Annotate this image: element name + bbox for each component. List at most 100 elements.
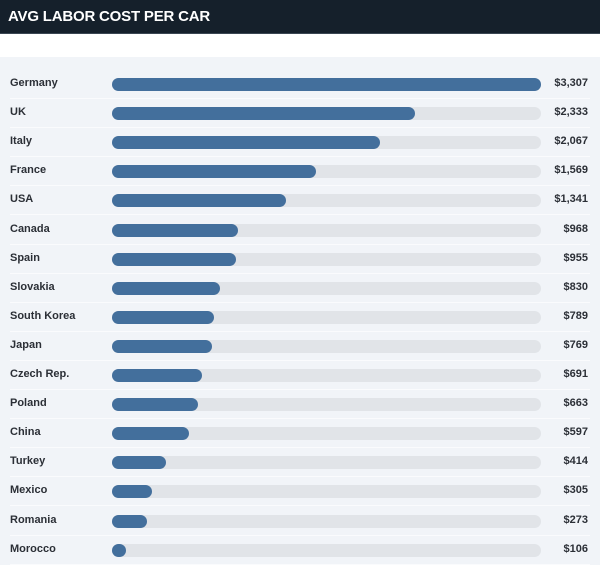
bar-row: Morocco $106	[0, 536, 600, 565]
bar-row: Czech Rep. $691	[0, 361, 600, 391]
value-label: $663	[563, 397, 588, 410]
value-label: $769	[563, 338, 588, 351]
bar	[112, 310, 215, 324]
bar	[112, 136, 381, 150]
value-label: $305	[563, 484, 588, 497]
category-label: Turkey	[10, 455, 46, 468]
category-label: Romania	[10, 513, 57, 526]
row-divider	[10, 301, 590, 303]
category-label: Slovakia	[10, 280, 55, 293]
bar	[112, 194, 286, 208]
category-label: China	[10, 426, 41, 439]
bar-row: Italy $2,067	[0, 128, 600, 158]
value-label: $2,067	[554, 135, 588, 148]
bar-row: Poland $663	[0, 390, 600, 420]
value-label: $273	[563, 513, 588, 526]
row-divider	[10, 389, 590, 391]
bar-track	[112, 78, 541, 91]
bar	[112, 165, 316, 179]
header: AVG LABOR COST PER CAR	[0, 0, 600, 34]
bar	[112, 252, 236, 266]
bar-track	[112, 310, 541, 324]
row-divider	[10, 98, 590, 100]
category-label: South Korea	[10, 309, 76, 322]
category-label: Czech Rep.	[10, 368, 70, 380]
row-divider	[10, 563, 590, 565]
bar	[112, 427, 190, 441]
bar	[112, 543, 126, 557]
bar-row: UK $2,333	[0, 99, 600, 129]
bar-track	[112, 136, 541, 150]
category-label: Spain	[10, 251, 40, 264]
value-label: $1,569	[554, 164, 588, 177]
bar	[112, 369, 202, 382]
bar-track	[112, 107, 541, 121]
bar-track	[112, 485, 541, 499]
row-divider	[10, 156, 590, 158]
bar	[112, 398, 198, 412]
value-label: $1,341	[554, 193, 588, 206]
category-label: Italy	[10, 135, 33, 148]
page-title: AVG LABOR COST PER CAR	[8, 8, 210, 25]
bar-row: South Korea $789	[0, 303, 600, 332]
value-label: $106	[563, 542, 588, 555]
bar	[112, 485, 152, 499]
bar-row: Mexico $305	[0, 477, 600, 507]
bar	[112, 514, 148, 528]
bar	[112, 281, 220, 295]
bar-row: Germany $3,307	[0, 70, 600, 100]
bar-row: Turkey $414	[0, 448, 600, 478]
row-divider	[10, 534, 590, 536]
row-divider	[10, 505, 590, 507]
row-divider	[10, 359, 590, 361]
row-divider	[10, 330, 590, 332]
category-label: USA	[10, 193, 34, 206]
bar-row: Spain $955	[0, 245, 600, 274]
bar-row: China $597	[0, 419, 600, 449]
bar-track	[112, 165, 541, 179]
bar	[112, 456, 166, 470]
bar-track	[112, 252, 541, 266]
bar-row: USA $1,341	[0, 186, 600, 216]
bar	[112, 78, 541, 91]
chart-panel: Germany $3,307 UK $2,333 Italy $2,067 Franc…	[0, 57, 600, 565]
bar-track	[112, 369, 541, 382]
value-label: $968	[563, 222, 588, 235]
bar-track	[112, 543, 541, 557]
category-label: Canada	[10, 222, 50, 235]
bar-row: Japan $769	[0, 332, 600, 361]
bar-track	[112, 223, 541, 237]
value-label: $830	[563, 280, 588, 293]
row-divider	[10, 476, 590, 478]
bar-track	[112, 281, 541, 295]
bar-row: Slovakia $830	[0, 274, 600, 303]
row-divider	[10, 214, 590, 216]
row-divider	[10, 418, 590, 420]
category-label: Mexico	[10, 484, 48, 497]
bar	[112, 223, 238, 237]
row-divider	[10, 127, 590, 129]
value-label: $414	[563, 455, 588, 468]
bar-row: France $1,569	[0, 157, 600, 187]
bar-row: Romania $273	[0, 507, 600, 536]
value-label: $2,333	[554, 106, 588, 119]
category-label: Germany	[10, 77, 58, 89]
bar-track	[112, 456, 541, 470]
category-label: Morocco	[10, 542, 56, 555]
value-label: $597	[563, 426, 588, 439]
bar	[112, 107, 415, 121]
bar-track	[112, 398, 541, 412]
category-label: Japan	[10, 338, 42, 351]
bar-track	[112, 194, 541, 208]
value-label: $691	[563, 368, 588, 380]
value-label: $789	[563, 309, 588, 322]
row-divider	[10, 243, 590, 245]
value-label: $3,307	[554, 77, 588, 89]
bar-track	[112, 427, 541, 441]
bar-track	[112, 514, 541, 528]
bar	[112, 339, 212, 353]
row-divider	[10, 447, 590, 449]
bar-track	[112, 339, 541, 353]
row-divider	[10, 272, 590, 274]
value-label: $955	[563, 251, 588, 264]
